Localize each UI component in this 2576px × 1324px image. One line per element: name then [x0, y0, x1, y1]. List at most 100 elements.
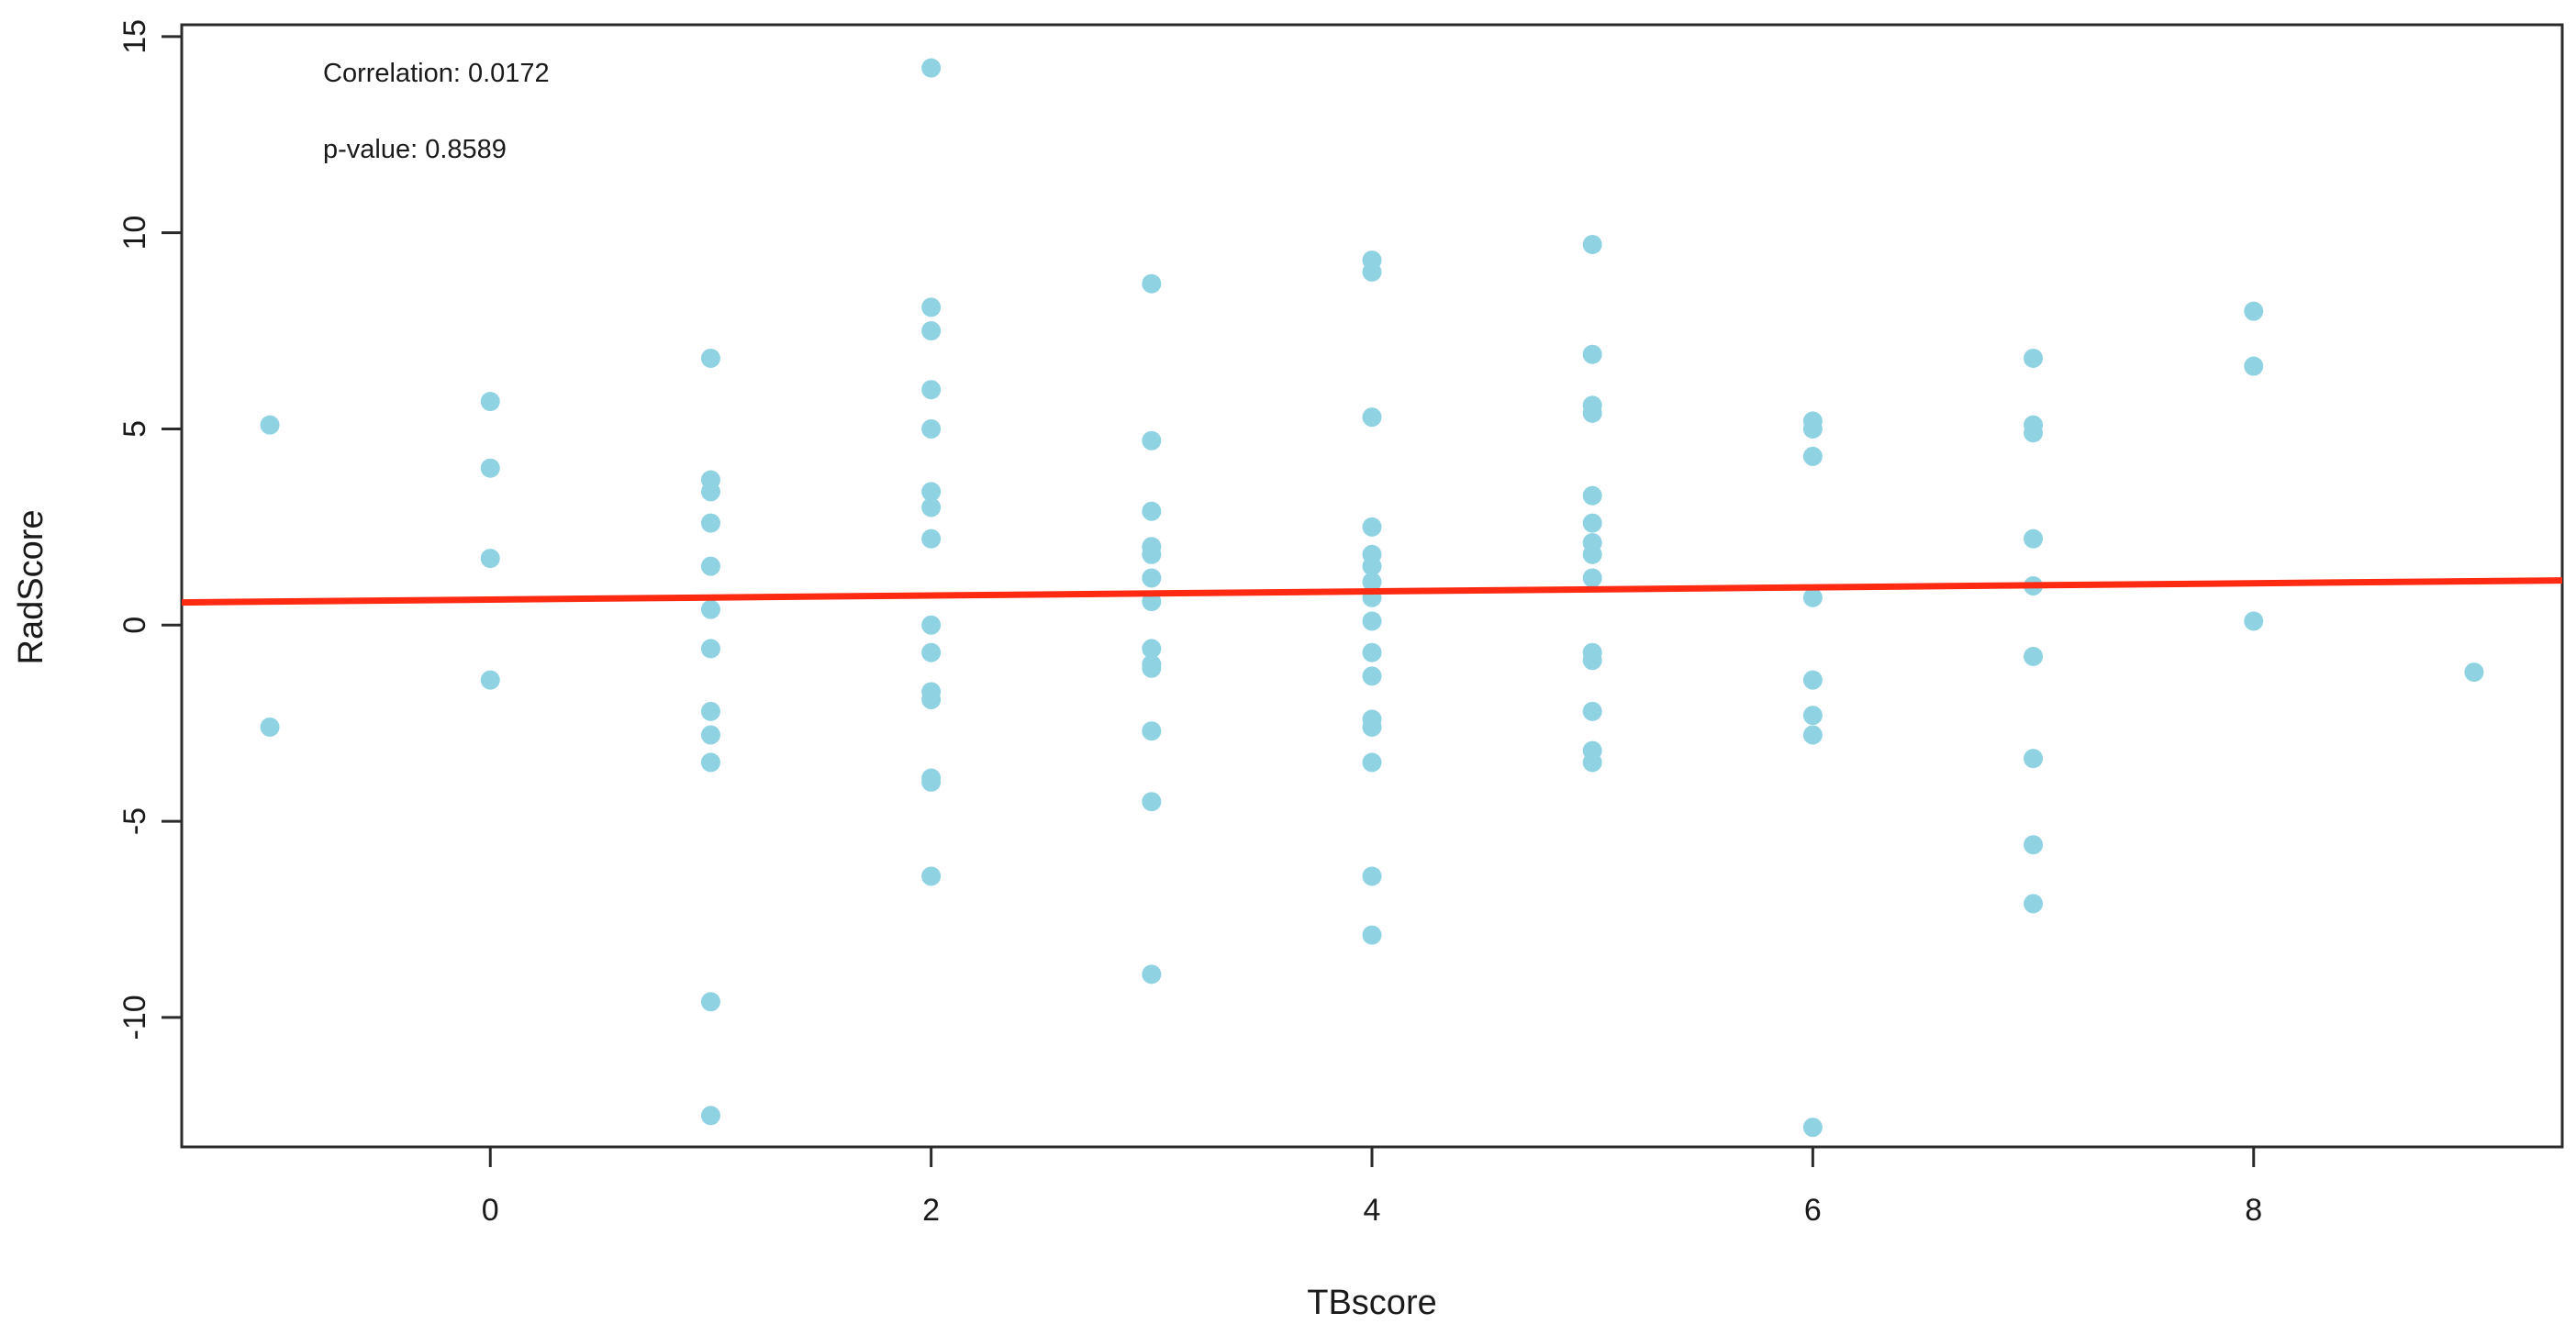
scatter-point [260, 415, 280, 435]
scatter-point [700, 639, 720, 659]
scatter-point [480, 458, 500, 478]
scatter-point [480, 549, 500, 569]
scatter-point [1582, 651, 1602, 671]
scatter-point [700, 752, 720, 773]
scatter-point [1802, 446, 1823, 466]
scatter-point [1362, 572, 1382, 592]
x-tick-label: 8 [2245, 1193, 2262, 1228]
y-tick-label: 15 [117, 19, 152, 54]
scatter-point [1582, 344, 1602, 364]
scatter-point [921, 690, 942, 710]
x-tick-label: 2 [922, 1193, 940, 1228]
x-axis: 0 2 4 6 8 [482, 1147, 2262, 1228]
scatter-point [1802, 706, 1823, 726]
scatter-point [480, 670, 500, 690]
scatter-point [1362, 752, 1382, 773]
scatter-point [1582, 513, 1602, 533]
scatter-point [2244, 356, 2264, 376]
scatter-point [921, 497, 942, 517]
x-tick-label: 0 [482, 1193, 499, 1228]
scatter-point [700, 1106, 720, 1126]
scatter-point [1362, 407, 1382, 428]
scatter-point [700, 701, 720, 721]
scatter-point [921, 772, 942, 792]
scatter-point [1142, 430, 1162, 451]
scatter-point [1142, 792, 1162, 812]
scatter-point [921, 418, 942, 439]
scatter-point [921, 58, 942, 78]
scatter-point [1582, 234, 1602, 254]
y-tick-label: 10 [117, 216, 152, 250]
y-tick-label: -5 [117, 807, 152, 835]
scatter-point [1582, 403, 1602, 423]
scatter-point [1362, 517, 1382, 537]
scatter-point [700, 513, 720, 533]
scatter-point [2024, 835, 2044, 855]
correlation-annotation: Correlation: 0.0172 [323, 59, 550, 88]
scatter-point [1802, 418, 1823, 439]
scatter-point [1802, 1118, 1823, 1138]
regression-line [181, 577, 2563, 606]
scatter-point [1362, 611, 1382, 631]
scatter-point [1802, 725, 1823, 745]
scatter-point [1582, 485, 1602, 506]
scatter-point [921, 380, 942, 400]
scatter-point [1142, 568, 1162, 588]
y-tick-label: -10 [117, 995, 152, 1040]
scatter-point [1142, 273, 1162, 294]
scatter-point [700, 725, 720, 745]
scatter-point [1362, 925, 1382, 945]
scatter-point [1142, 639, 1162, 659]
x-axis-label: TBscore [1307, 1284, 1436, 1322]
scatter-point [1142, 544, 1162, 564]
scatter-point [2024, 348, 2044, 368]
scatter-point [1142, 964, 1162, 985]
scatter-point [1802, 587, 1823, 607]
scatter-point [1362, 556, 1382, 576]
scatter-point [1362, 261, 1382, 282]
scatter-point [1142, 658, 1162, 678]
scatter-point [700, 348, 720, 368]
scatter-point [1142, 721, 1162, 741]
scatter-point [1582, 701, 1602, 721]
scatter-point [2024, 646, 2044, 666]
scatter-point [700, 482, 720, 502]
scatter-point [921, 321, 942, 341]
scatter-point [921, 528, 942, 549]
scatter-point [2244, 301, 2264, 321]
scatter-point [1362, 642, 1382, 662]
scatter-point [1142, 501, 1162, 521]
scatter-point [700, 992, 720, 1012]
x-tick-label: 4 [1364, 1193, 1381, 1228]
scatter-point [921, 615, 942, 635]
scatter-point [1362, 666, 1382, 686]
y-axis-label: RadScore [12, 510, 50, 665]
y-tick-label: 0 [117, 617, 152, 634]
p-value-annotation: p-value: 0.8589 [323, 135, 507, 164]
scatter-point [1362, 866, 1382, 886]
scatter-point [1362, 717, 1382, 737]
y-axis: -10 -5 0 5 10 15 [117, 19, 182, 1040]
scatter-point [700, 599, 720, 619]
x-tick-label: 6 [1804, 1193, 1822, 1228]
scatter-point [2464, 662, 2484, 683]
y-tick-label: 5 [117, 420, 152, 438]
scatter-point [700, 556, 720, 576]
scatter-point [480, 392, 500, 412]
scatter-point [260, 717, 280, 737]
scatter-point [1582, 568, 1602, 588]
scatter-point [1582, 752, 1602, 773]
scatter-point [921, 866, 942, 886]
scatter-point [921, 297, 942, 317]
scatter-point [1582, 544, 1602, 564]
scatter-point [2024, 894, 2044, 914]
scatter-point [2024, 749, 2044, 769]
scatter-point [2024, 423, 2044, 443]
data-points [260, 58, 2484, 1138]
scatter-point [1802, 670, 1823, 690]
scatter-point [2244, 611, 2264, 631]
scatter-point [921, 642, 942, 662]
scatter-point [1142, 592, 1162, 612]
scatter-point [921, 482, 942, 502]
